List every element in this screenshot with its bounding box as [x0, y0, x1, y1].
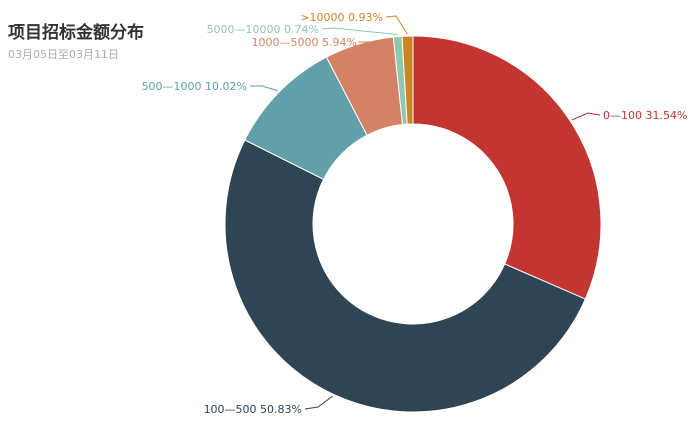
- leader-line-1: [571, 112, 601, 121]
- slice-label-6: >10000 0.93%: [300, 11, 383, 24]
- chart-subtitle: 03月05日至03月11日: [8, 48, 119, 61]
- leader-line-5: [321, 27, 398, 36]
- leader-line-3: [250, 85, 278, 92]
- chart-title: 项目招标金额分布: [8, 23, 144, 43]
- slice-label-3: 500—1000 10.02%: [142, 80, 247, 93]
- slice-label-2: 100—500 50.83%: [204, 403, 302, 416]
- slice-6[interactable]: [401, 35, 414, 125]
- slice-1[interactable]: [412, 35, 602, 300]
- slice-2[interactable]: [224, 139, 587, 413]
- leader-line-2: [304, 395, 333, 410]
- leader-line-6: [385, 15, 408, 35]
- slice-label-4: 1000—5000 5.94%: [252, 36, 357, 49]
- slice-label-5: 5000—10000 0.74%: [207, 23, 319, 36]
- slice-label-1: 0—100 31.54%: [603, 109, 687, 122]
